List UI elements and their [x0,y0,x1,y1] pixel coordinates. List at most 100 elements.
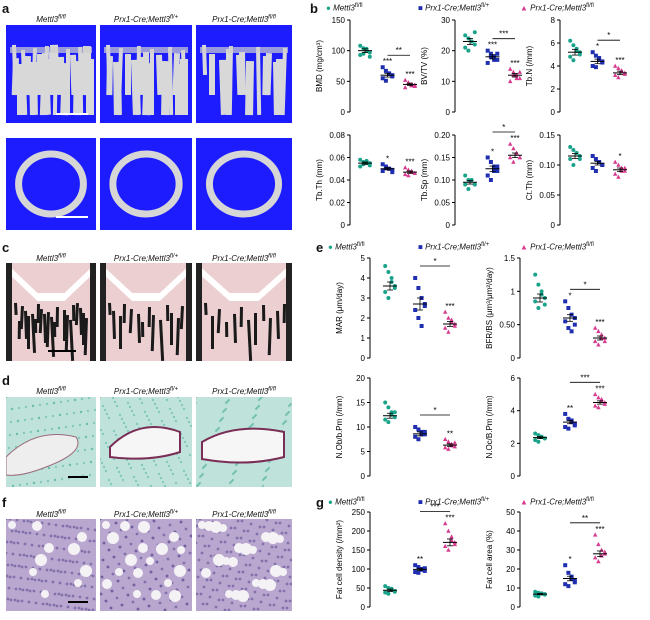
vonkossa-image-1 [6,263,96,361]
data-point [422,566,427,571]
data-point [413,308,418,312]
data-point [495,57,500,62]
data-point [390,167,395,172]
data-point [597,160,602,164]
data-point [406,80,411,85]
genotype-label: Prx1-Cre;Mettl3fl/+ [113,386,179,396]
data-point [597,55,602,60]
y-axis-label: Fat cell area (%) [485,530,494,589]
data-point [514,150,519,155]
scale-bar [56,216,88,218]
data-point [361,162,366,167]
genotype-label: Prx1-Cre;Mettl3fl/+ [113,253,179,263]
data-point [566,570,571,575]
data-point [413,570,418,575]
significance-star: ** [447,429,453,438]
data-point [517,155,522,160]
y-tick-label: 150 [352,546,366,555]
data-point [472,42,477,47]
data-point [616,75,621,80]
data-point [508,155,513,160]
data-point [380,169,385,173]
y-tick-label: 0 [511,603,516,612]
legend-item: ■ Prx1-Cre;Mettl3fl/+ [418,242,489,252]
data-point [406,167,411,172]
data-point [542,436,547,441]
data-point [600,59,605,64]
data-point [495,51,500,56]
y-tick-label: 4 [551,62,556,71]
data-point [383,400,388,405]
legend-marker: ▲ [520,242,531,252]
data-point [469,178,474,182]
data-point [542,302,547,307]
significance-star: *** [488,41,497,50]
data-point [563,411,568,416]
data-point [622,71,627,76]
significance-star: *** [510,134,519,143]
data-point [566,326,571,330]
data-point [533,299,538,304]
y-tick-label: 6 [551,39,556,48]
data-point [416,427,421,432]
data-point [602,338,607,344]
data-point [566,416,571,421]
data-point [572,423,577,428]
data-point [383,264,388,268]
legend-item: ■ Prx1-Cre;Mettl3fl/+ [418,497,489,507]
data-point [571,43,576,48]
data-point [533,438,538,443]
y-tick-label: 4 [511,407,516,416]
data-point [597,57,602,62]
caption-f-2: Prx1-Cre;Mettl3fl/+ [100,509,192,519]
data-point [469,39,474,44]
significance-star: *** [445,302,454,311]
data-point [387,71,392,76]
data-point [390,74,395,79]
y-axis-label: BV/TV (%) [420,47,429,85]
data-point [495,164,500,169]
data-point [361,51,366,56]
data-point [593,53,598,58]
bracket-label: ** [396,46,402,55]
significance-star: ** [417,555,423,564]
significance-star: *** [615,56,624,65]
data-point [416,570,421,575]
significance-star: *** [510,59,519,68]
data-point [361,160,366,164]
caption-f-1: Mettl3fl/fl [6,509,96,519]
data-point [386,591,391,596]
panel-letter-f: f [2,495,7,510]
data-point [463,45,468,50]
data-point [485,155,490,160]
significance-star: ** [567,404,573,413]
genotype-label: Prx1-Cre;Mettl3fl/+ [113,509,179,519]
data-point [446,528,451,533]
y-tick-label: 30 [441,16,450,25]
data-point [419,324,424,328]
data-point [364,46,369,51]
y-tick-label: 40 [506,527,515,536]
y-tick-label: 10 [356,423,365,432]
data-point [409,169,414,174]
data-point [511,72,516,77]
data-point [488,51,493,56]
data-point [511,159,516,164]
legend-marker: ▲ [520,497,531,507]
data-point [446,329,451,334]
legend-marker: ■ [418,242,426,252]
y-tick-label: 0 [551,108,556,117]
data-point [590,50,595,55]
y-tick-label: 50 [336,77,345,86]
data-point [449,443,454,448]
panel-letter-a: a [2,1,10,16]
data-point [358,157,363,162]
y-tick-label: 0 [361,472,366,481]
y-tick-label: 0 [341,108,346,117]
y-tick-label: 0.15 [434,154,450,163]
caption-c-1: Mettl3fl/fl [6,253,96,263]
data-point [596,541,601,547]
microct-trabecular-3 [196,25,292,123]
bracket-label: * [502,123,505,132]
y-tick-label: 10 [441,77,450,86]
